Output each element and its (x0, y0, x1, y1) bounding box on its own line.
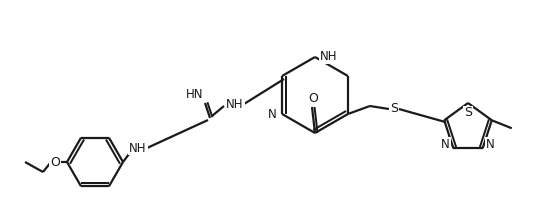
Text: S: S (464, 106, 472, 120)
Text: NH: NH (129, 141, 147, 154)
Text: N: N (268, 108, 277, 120)
Text: N: N (486, 138, 495, 151)
Text: O: O (308, 92, 318, 106)
Text: O: O (50, 155, 60, 168)
Text: NH: NH (320, 51, 338, 64)
Text: N: N (441, 138, 449, 151)
Text: NH: NH (226, 97, 244, 111)
Text: HN: HN (186, 88, 203, 101)
Text: S: S (390, 102, 398, 115)
